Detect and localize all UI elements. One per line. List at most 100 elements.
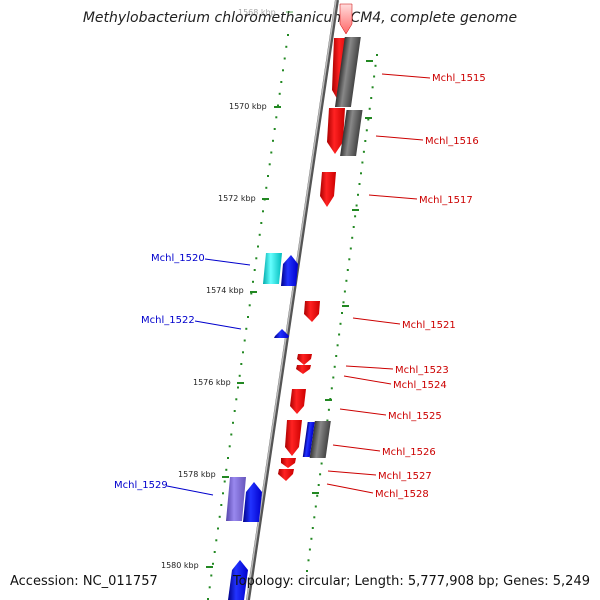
kbp-label-1568: 1568 kbp [238, 8, 276, 17]
tick-dot [252, 280, 254, 283]
tick-dot [320, 462, 323, 465]
tick-dot [218, 515, 221, 518]
tick-dot [248, 304, 251, 307]
gene-label-mchl-1521[interactable]: Mchl_1521 [402, 320, 456, 331]
gene-label-mchl-1529[interactable]: Mchl_1529 [114, 480, 168, 491]
tick-dot [207, 598, 209, 600]
tick-dot [343, 290, 346, 293]
gene-label-mchl-1524[interactable]: Mchl_1524 [393, 380, 447, 391]
tick-dot [255, 257, 258, 260]
tick-dot [311, 527, 314, 529]
gene-label-mchl-1520[interactable]: Mchl_1520 [151, 253, 205, 264]
tick-dot [287, 34, 289, 36]
gene-mchl-1520[interactable] [281, 255, 298, 286]
forward-genes [278, 3, 353, 481]
tick-dot [268, 163, 271, 166]
tick-dot [272, 139, 274, 142]
gene-mchl-1527[interactable] [281, 458, 296, 468]
feature-gray-2[interactable] [340, 110, 363, 156]
tick-dot [245, 327, 248, 330]
tick-dot [243, 339, 246, 342]
tick-dot [262, 210, 264, 213]
tick-dot [333, 365, 336, 368]
tick-dot [267, 175, 269, 177]
tick-dot [345, 279, 348, 282]
gene-label-mchl-1515[interactable]: Mchl_1515 [432, 73, 486, 84]
tick-dot [253, 269, 256, 271]
tick-dot [357, 193, 359, 196]
tick-dot [368, 107, 371, 110]
tick-dot [223, 480, 226, 483]
gene-label-mchl-1526[interactable]: Mchl_1526 [382, 447, 436, 458]
gene-mchl-1517[interactable] [320, 172, 336, 207]
genome-title: Methylobacterium chloromethanicum CM4, c… [82, 10, 518, 26]
tick-dot [275, 116, 278, 119]
tick-dot [361, 161, 364, 164]
gene-mchl-1528[interactable] [278, 469, 294, 481]
gene-mchl-1525[interactable] [290, 389, 306, 414]
feature-gray-1[interactable] [334, 37, 361, 107]
gene-label-mchl-1516[interactable]: Mchl_1516 [425, 136, 479, 147]
tick-dot [217, 527, 219, 530]
tick-dot [348, 258, 351, 261]
gene-mchl-1520-cyan[interactable] [263, 253, 282, 284]
tick-dot [332, 376, 335, 379]
tick-dot [212, 562, 214, 565]
tick-dot [260, 222, 263, 224]
tick-dot [285, 45, 288, 48]
tick-dot [237, 386, 239, 389]
kbp-scale: 1568 kbp 1570 kbp 1572 kbp 1574 kbp 1576… [161, 8, 293, 570]
topology-text: Topology: circular; Length: 5,777,908 bp… [232, 574, 590, 589]
tick-dot [330, 387, 333, 390]
reverse-genes [226, 253, 298, 600]
tick-dot [238, 374, 241, 377]
tick-dot [225, 468, 228, 471]
tick-dot [338, 333, 341, 336]
gene-mchl-1529[interactable] [243, 482, 262, 522]
tick-dot [354, 215, 357, 218]
tick-dot [258, 233, 261, 236]
tick-dot [370, 97, 373, 99]
tick-dot [358, 183, 361, 185]
tick-dot [346, 269, 349, 271]
tick-dot [227, 457, 229, 459]
gene-label-mchl-1517[interactable]: Mchl_1517 [419, 195, 473, 206]
forward-gene-labels: Mchl_1515 Mchl_1516 Mchl_1517 Mchl_1521 … [375, 73, 486, 500]
gene-bottom-blue[interactable] [228, 560, 248, 600]
kbp-label-1572: 1572 kbp [218, 194, 256, 203]
gene-mchl-1522[interactable] [274, 329, 289, 338]
gene-label-mchl-1522[interactable]: Mchl_1522 [141, 315, 195, 326]
gene-mchl-1523[interactable] [297, 354, 312, 365]
tick-dot [319, 473, 322, 476]
tick-dot [342, 301, 345, 304]
gene-label-mchl-1523[interactable]: Mchl_1523 [395, 365, 449, 376]
tick-dot [230, 433, 233, 436]
gene-label-mchl-1525[interactable]: Mchl_1525 [388, 411, 442, 422]
gene-mchl-1526[interactable] [285, 420, 302, 456]
tick-dot [220, 504, 223, 506]
tick-dot [335, 355, 338, 357]
tick-dot [360, 172, 362, 175]
tick-dot [306, 570, 308, 572]
gene-label-mchl-1528[interactable]: Mchl_1528 [375, 489, 429, 500]
gene-mchl-1524[interactable] [296, 365, 311, 374]
tick-dot [310, 537, 313, 540]
tick-dot [210, 574, 213, 577]
gene-mchl-1516[interactable] [327, 108, 345, 154]
tick-dot [373, 75, 376, 78]
tick-dot [326, 419, 329, 422]
tick-dot [233, 410, 236, 412]
gene-label-mchl-1527[interactable]: Mchl_1527 [378, 471, 432, 482]
tick-dot [280, 81, 283, 83]
tick-dot [270, 151, 273, 154]
feature-gray-3[interactable] [309, 421, 331, 458]
gene-mchl-1521[interactable] [304, 301, 320, 322]
tick-dot [213, 551, 216, 553]
gene-1526-inner[interactable] [302, 422, 315, 457]
gene-mchl-1529-purple[interactable] [226, 477, 246, 521]
gene-1515-upstream[interactable] [339, 3, 353, 35]
kbp-label-1570: 1570 kbp [229, 102, 267, 111]
tick-dot [250, 292, 253, 295]
